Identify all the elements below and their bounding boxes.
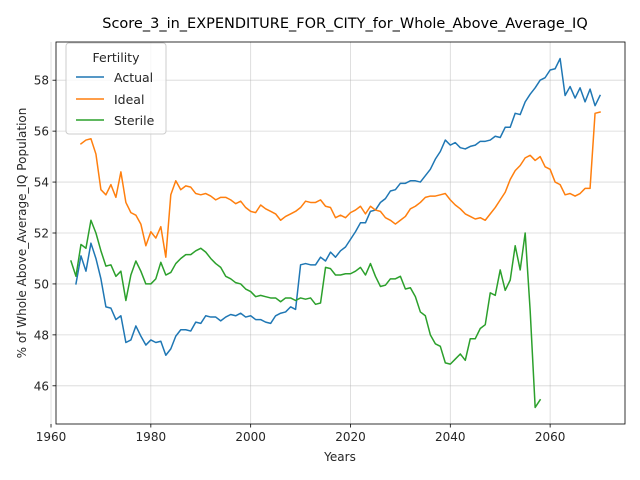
x-tick-label: 2000 [235,430,266,444]
x-tick-label: 1980 [136,430,167,444]
y-tick-label: 48 [34,328,49,342]
legend-label-ideal: Ideal [114,92,144,107]
legend-title: Fertility [93,50,141,65]
x-tick-label: 2040 [435,430,466,444]
legend-label-sterile: Sterile [114,113,155,128]
series-line-actual [75,57,602,356]
series-line-sterile [70,219,542,409]
x-tick-label: 1960 [36,430,67,444]
legend: Fertility Actual Ideal Sterile [65,42,167,135]
x-axis-label: Years [323,450,356,464]
y-axis-label: % of Whole Above_Average_IQ Population [15,108,29,359]
y-tick-label: 46 [34,379,49,393]
axis-ticks: 1960 1980 2000 2020 2040 2060 46 48 50 52 54 56 58 [34,74,566,444]
chart-title: Score_3_in_EXPENDITURE_FOR_CITY_for_Whol… [102,16,588,32]
series-line-ideal [79,111,601,258]
series-lines [70,57,602,409]
legend-box [65,42,167,135]
y-tick-label: 58 [34,74,49,88]
x-tick-label: 2060 [535,430,566,444]
x-tick-label: 2020 [335,430,366,444]
legend-label-actual: Actual [114,70,153,85]
y-tick-label: 54 [34,176,49,190]
y-tick-label: 56 [34,125,49,139]
y-tick-label: 50 [34,277,49,291]
y-tick-label: 52 [34,227,49,241]
